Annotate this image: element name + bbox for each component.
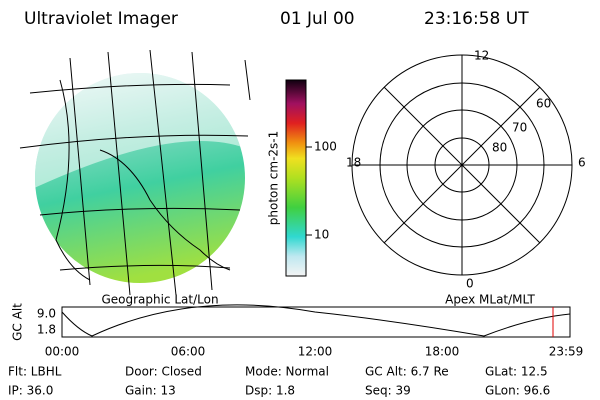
uv-image <box>35 73 245 283</box>
altitude-xtick: 00:00 <box>45 345 80 359</box>
geo-label: Geographic Lat/Lon <box>101 293 218 307</box>
mlt-label: 6 <box>578 156 586 170</box>
altitude-frame <box>61 306 571 338</box>
title: Ultraviolet Imager <box>24 9 178 29</box>
time: 23:16:58 UT <box>424 9 529 29</box>
color-bar <box>285 79 307 277</box>
altitude-xtick: 12:00 <box>298 345 333 359</box>
polar-grid <box>351 54 573 276</box>
status-field: Flt: LBHL <box>8 365 62 379</box>
status-field: Seq: 39 <box>365 384 411 398</box>
mlat-label: 60 <box>536 97 551 111</box>
altitude-ylabel: GC Alt <box>11 303 25 341</box>
mlat-label: 80 <box>492 141 507 155</box>
colorbar-tick-label: 10 <box>314 228 329 242</box>
colorbar-label: photon cm-2s-1 <box>267 131 281 226</box>
mlt-label: 18 <box>346 156 361 170</box>
mlt-label: 0 <box>466 277 474 291</box>
status-field: GLon: 96.6 <box>485 384 550 398</box>
status-field: GLat: 12.5 <box>485 365 548 379</box>
colorbar-tick-label: 100 <box>314 140 337 154</box>
mlt-label: 12 <box>474 49 489 63</box>
polar-label: Apex MLat/MLT <box>445 293 535 307</box>
status-field: Dsp: 1.8 <box>245 384 295 398</box>
altitude-xtick: 23:59 <box>549 345 584 359</box>
mlat-label: 70 <box>512 121 527 135</box>
geo-grid <box>19 49 251 296</box>
status-field: Door: Closed <box>125 365 202 379</box>
date: 01 Jul 00 <box>280 9 355 29</box>
status-field: IP: 36.0 <box>8 384 53 398</box>
status-footer: Flt: LBHL Door: Closed Mode: Normal GC Alt:… <box>8 365 550 398</box>
altitude-ytick: 1.8 <box>37 323 56 337</box>
altitude-curve <box>61 304 571 337</box>
altitude-ytick: 9.0 <box>37 307 56 321</box>
status-field: Gain: 13 <box>125 384 176 398</box>
status-field: Mode: Normal <box>245 365 329 379</box>
altitude-xtick: 18:00 <box>425 345 460 359</box>
status-field: GC Alt: 6.7 Re <box>365 365 449 379</box>
altitude-xtick: 06:00 <box>171 345 206 359</box>
